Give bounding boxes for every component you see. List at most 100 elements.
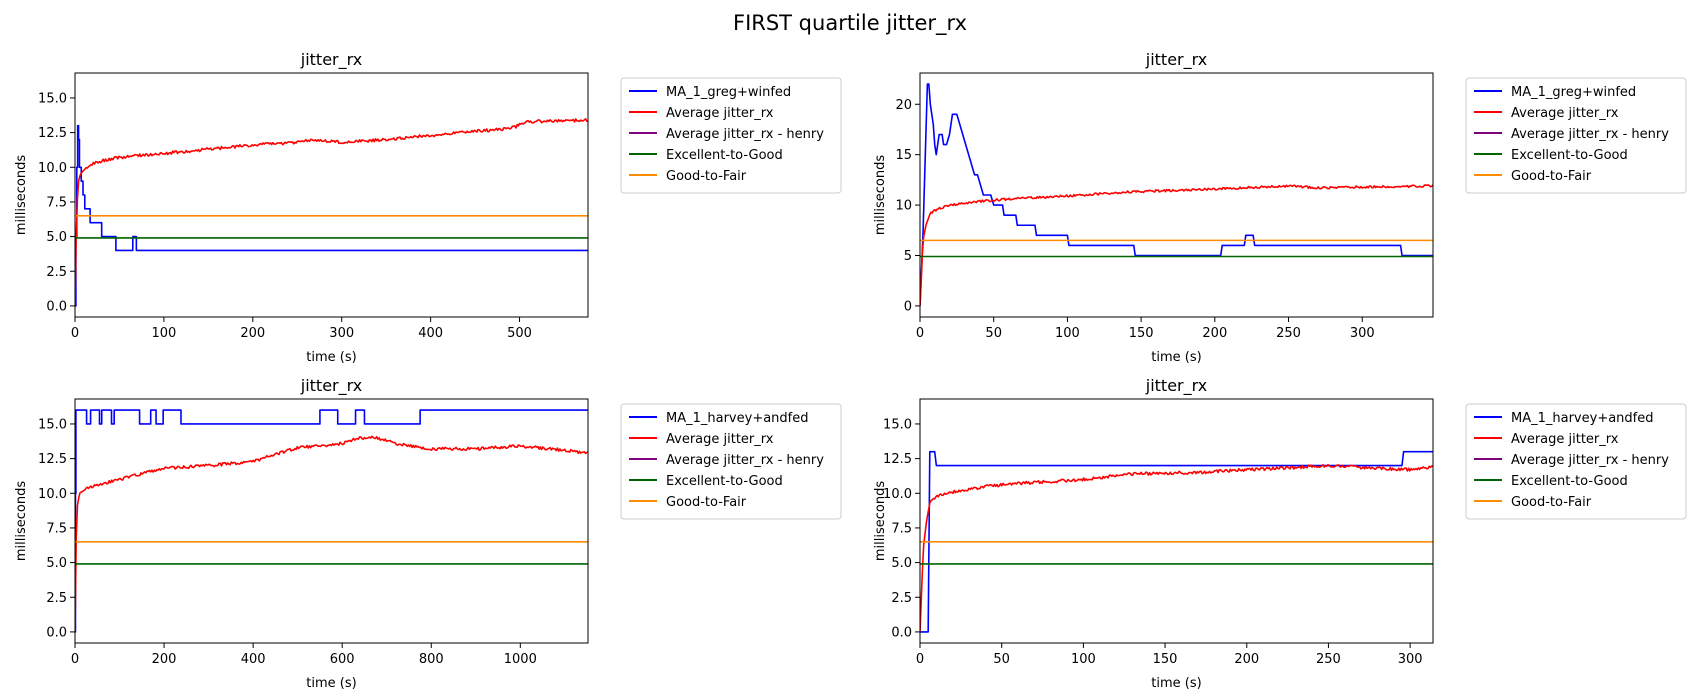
axes-frame [74,398,589,644]
subplot-title: jitter_rx [1145,376,1207,396]
legend-box [1465,77,1687,194]
x-axis-label: time (s) [1151,676,1201,691]
x-tick-label: 600 [330,652,355,667]
legend-entry-label: MA_1_greg+winfed [1511,85,1636,100]
y-tick-label: 15.0 [38,91,67,106]
legend-entry-label: Average jitter_rx - henry [1511,127,1669,142]
legend-entry-label: MA_1_harvey+andfed [666,411,809,426]
y-tick-label: 20 [895,98,912,113]
y-tick-label: 7.5 [891,521,912,536]
x-tick-label: 300 [329,326,354,341]
legend-entry-label: MA_1_harvey+andfed [1511,411,1654,426]
x-tick-label: 200 [152,652,177,667]
x-tick-label: 150 [1153,652,1178,667]
x-tick-label: 400 [241,652,266,667]
x-tick-label: 500 [507,326,532,341]
y-tick-label: 12.5 [38,126,67,141]
y-axis-label: milliseconds [873,481,888,561]
legend-entry-label: Average jitter_rx - henry [1511,453,1669,468]
x-tick-label: 400 [418,326,443,341]
y-tick-label: 5 [904,249,912,264]
x-tick-label: 50 [993,652,1010,667]
legend-entry-label: Good-to-Fair [1511,495,1592,510]
x-tick-label: 0 [916,326,924,341]
y-tick-label: 5.0 [46,556,67,571]
y-axis-label: milliseconds [14,155,29,235]
legend: MA_1_harvey+andfed Average jitter_rx Avera… [1465,403,1687,520]
series-line-average-jitter-rx [920,184,1433,306]
x-tick-label: 250 [1276,326,1301,341]
y-tick-label: 10.0 [38,487,67,502]
legend-entry-label: Excellent-to-Good [666,474,783,489]
series-line-ma-1-harvey-andfed [75,409,588,633]
legend-entry-label: Average jitter_rx [1511,106,1619,121]
x-tick-label: 100 [1071,652,1096,667]
y-tick-label: 0.0 [891,625,912,640]
y-tick-label: 10 [895,199,912,214]
y-tick-label: 0 [904,299,912,314]
y-axis-label: milliseconds [873,155,888,235]
x-tick-label: 300 [1350,326,1375,341]
y-tick-label: 2.5 [891,591,912,606]
subplot-3: 0 200 400 600 800 1000 0.0 2.5 5.0 7.5 10.0 12.5 15.… [14,376,842,691]
legend: MA_1_harvey+andfed Average jitter_rx Avera… [620,403,842,520]
subplot-title: jitter_rx [300,376,362,396]
x-tick-label: 200 [1234,652,1259,667]
y-tick-label: 0.0 [46,299,67,314]
legend-entry-label: Excellent-to-Good [1511,474,1628,489]
y-tick-label: 15.0 [38,417,67,432]
subplot-2: 0 50 100 150 200 250 300 0 5 10 15 20 jitter_rxtime … [873,50,1687,365]
x-tick-label: 100 [1055,326,1080,341]
y-tick-label: 5.0 [891,556,912,571]
legend-entry-label: Average jitter_rx [666,106,774,121]
legend-entry-label: Good-to-Fair [1511,169,1592,184]
legend-entry-label: Excellent-to-Good [1511,148,1628,163]
legend-box [620,403,842,520]
legend-entry-label: Average jitter_rx [1511,432,1619,447]
y-tick-label: 7.5 [46,195,67,210]
series-group [920,83,1433,306]
x-axis-label: time (s) [306,676,356,691]
y-tick-label: 10.0 [38,161,67,176]
x-tick-label: 50 [985,326,1002,341]
x-tick-label: 0 [71,326,79,341]
series-group [75,409,588,633]
y-tick-label: 2.5 [46,591,67,606]
y-axis-label: milliseconds [14,481,29,561]
subplots-container: 0 100 200 300 400 5000.02.55.07.510.012.515.0… [14,50,1687,691]
legend-entry-label: Average jitter_rx - henry [666,127,824,142]
legend-entry-label: Good-to-Fair [666,495,747,510]
legend-entry-label: Excellent-to-Good [666,148,783,163]
x-tick-label: 0 [71,652,79,667]
x-tick-label: 250 [1316,652,1341,667]
legend-box [620,77,842,194]
x-tick-label: 300 [1398,652,1423,667]
legend-entry-label: Good-to-Fair [666,169,747,184]
series-line-average-jitter-rx [75,435,588,632]
y-tick-label: 7.5 [46,521,67,536]
x-axis-label: time (s) [1151,350,1201,365]
series-line-ma-1-greg-winfed [920,83,1433,306]
x-tick-label: 200 [1202,326,1227,341]
series-line-average-jitter-rx [75,117,588,306]
y-tick-label: 15.0 [883,417,912,432]
subplot-title: jitter_rx [300,50,362,70]
figure-suptitle: FIRST quartile jitter_rx [733,11,967,36]
y-tick-label: 12.5 [883,452,912,467]
legend: MA_1_greg+winfed Average jitter_rx Average… [1465,77,1687,194]
series-line-ma-1-harvey-andfed [920,450,1433,633]
x-axis-label: time (s) [306,350,356,365]
y-tick-label: 0.0 [46,625,67,640]
axes-frame [74,72,589,318]
legend-entry-label: MA_1_greg+winfed [666,85,791,100]
x-tick-label: 0 [916,652,924,667]
x-tick-label: 800 [419,652,444,667]
x-tick-label: 200 [240,326,265,341]
series-group [920,450,1433,633]
series-line-average-jitter-rx [920,463,1433,632]
series-group [75,117,588,307]
x-tick-label: 1000 [504,652,537,667]
series-line-ma-1-greg-winfed [75,124,588,307]
